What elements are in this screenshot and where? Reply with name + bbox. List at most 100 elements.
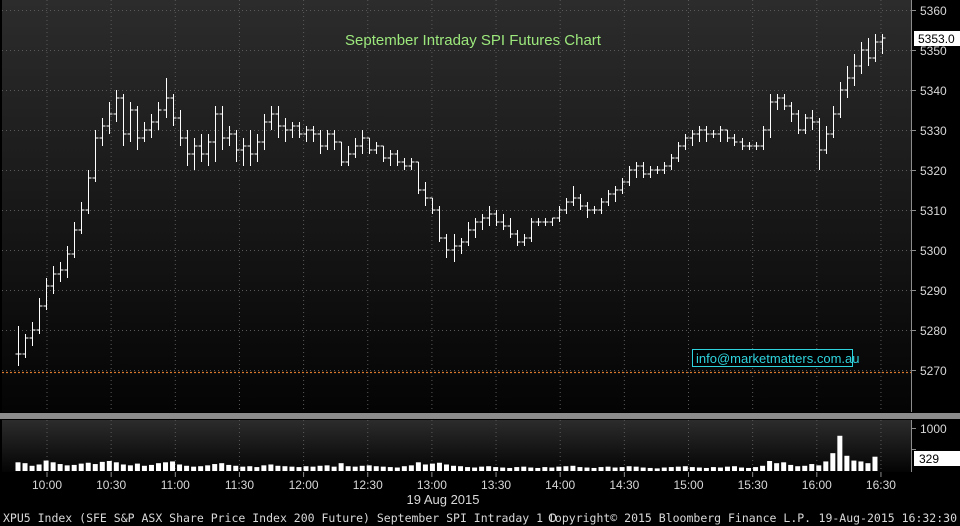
volume-bar [872, 456, 878, 471]
time-tick-label: 15:30 [738, 478, 768, 492]
ohlc-bar [155, 102, 162, 130]
ohlc-bar [528, 218, 535, 242]
ohlc-bar [219, 106, 226, 150]
volume-bar [556, 466, 562, 471]
ohlc-bar [802, 114, 809, 134]
footer-security: XPU5 Index (SFE S&P ASX Share Price Inde… [3, 511, 557, 525]
ohlc-bar [373, 142, 380, 154]
volume-bar [43, 460, 49, 471]
volume-bar [380, 466, 386, 471]
volume-bar [584, 467, 590, 471]
ohlc-bar [816, 118, 823, 170]
ohlc-bar [500, 214, 507, 230]
ohlc-bar [605, 190, 612, 206]
volume-bar [647, 467, 653, 471]
ohlc-bar [584, 202, 591, 218]
volume-bar [359, 465, 365, 471]
volume-bar [703, 467, 709, 471]
ohlc-bar [415, 161, 422, 194]
ohlc-bar [233, 130, 240, 162]
volume-bar [521, 466, 527, 471]
ohlc-bar [795, 110, 802, 134]
volume-tick-label: 1000 [920, 422, 947, 436]
time-tick-label: 11:30 [225, 478, 254, 492]
volume-bar [479, 466, 485, 471]
volume-bar [198, 466, 204, 471]
volume-bar [514, 467, 520, 471]
volume-bar [465, 467, 471, 471]
ohlc-bar [92, 130, 99, 182]
volume-bar [261, 465, 267, 471]
ohlc-bar [261, 114, 268, 150]
ohlc-bar [619, 178, 626, 194]
volume-bar [324, 465, 330, 471]
ohlc-bar [661, 162, 668, 174]
ohlc-bar [22, 334, 29, 358]
time-tick-label: 10:00 [32, 478, 62, 492]
price-tick-label: 5360 [920, 4, 947, 18]
volume-bar [472, 467, 478, 471]
ohlc-bar [710, 130, 717, 138]
ohlc-bar [598, 198, 605, 214]
volume-bar [844, 455, 850, 471]
volume-bar [352, 466, 358, 471]
volume-bar [134, 463, 140, 471]
ohlc-bar [760, 126, 767, 150]
ohlc-bar [170, 94, 177, 126]
price-tick-label: 5340 [920, 84, 947, 98]
ohlc-bar [359, 130, 366, 154]
volume-bar [268, 464, 274, 471]
volume-bar [113, 462, 119, 471]
ohlc-bar [408, 158, 415, 170]
volume-bar [57, 464, 63, 471]
ohlc-bar [177, 110, 184, 146]
ohlc-bar [879, 34, 886, 54]
ohlc-bar [514, 230, 521, 246]
grid [2, 0, 911, 472]
ohlc-bar [858, 42, 865, 74]
price-axis-ticks: 5270 5280 5290 5300 5310 5320 5330 5340 5350 5360 [911, 4, 947, 378]
volume-bar [577, 467, 583, 471]
volume-bar [85, 462, 91, 471]
time-tick-label: 12:00 [289, 478, 319, 492]
volume-bar [507, 467, 513, 471]
volume-bar [155, 463, 161, 471]
volume-bar [696, 467, 702, 471]
volume-bar [619, 467, 625, 471]
volume-bar [865, 463, 871, 471]
ohlc-bar [99, 118, 106, 146]
ohlc-bar [352, 138, 359, 158]
volume-bar [401, 466, 407, 471]
volume-bar [170, 461, 176, 471]
volume-bar [851, 460, 857, 471]
volume-bar [500, 467, 506, 471]
volume-bar [338, 463, 344, 471]
volume-bar [212, 464, 218, 471]
volume-bar [549, 467, 555, 471]
ohlc-bar [43, 278, 50, 310]
ohlc-bar [521, 234, 528, 246]
volume-panel [2, 420, 911, 472]
ohlc-bar [120, 94, 127, 146]
ohlc-bar [198, 134, 205, 162]
ohlc-bar [289, 122, 296, 138]
volume-bar [746, 467, 752, 471]
ohlc-bar [556, 206, 563, 222]
ohlc-bar [134, 106, 141, 150]
volume-bar [36, 464, 42, 471]
volume-axis-ticks: 1000 [911, 422, 947, 450]
volume-bar [78, 463, 84, 471]
volume-bar [282, 466, 288, 471]
ohlc-bar [106, 102, 113, 134]
volume-bar [802, 465, 808, 471]
last-price-box: 5353.0 [914, 31, 960, 46]
ohlc-bar [226, 126, 233, 146]
volume-bar [689, 467, 695, 471]
ohlc-bar [479, 214, 486, 230]
time-tick-label: 14:00 [545, 478, 575, 492]
ohlc-bar [788, 102, 795, 122]
ohlc-bars [15, 34, 886, 366]
ohlc-bar [647, 166, 654, 178]
